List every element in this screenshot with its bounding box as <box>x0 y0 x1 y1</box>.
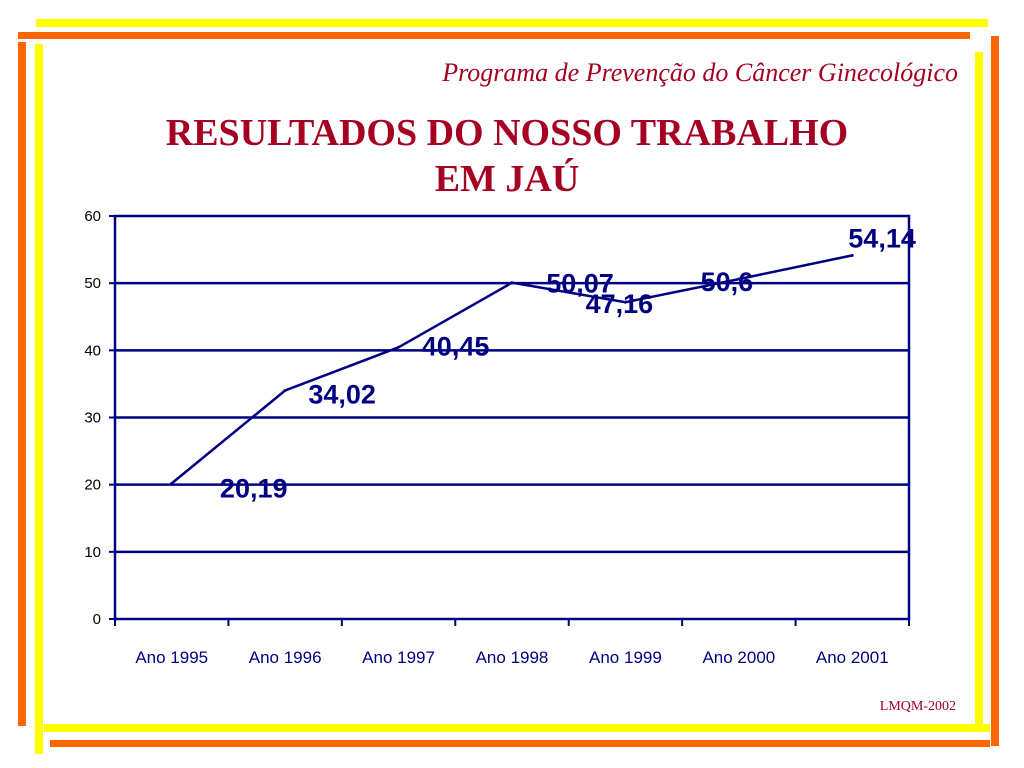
title-line-1: RESULTADOS DO NOSSO TRABALHO <box>165 112 849 154</box>
data-label: 34,02 <box>308 379 376 409</box>
x-tick-label: Ano 1996 <box>249 648 322 667</box>
series-line-group <box>170 253 854 485</box>
data-label: 54,14 <box>848 223 916 253</box>
footer-credit: LMQM-2002 <box>879 699 956 714</box>
data-point <box>850 253 854 257</box>
y-tick-label: 10 <box>84 544 101 561</box>
y-tick-label: 60 <box>84 208 101 225</box>
frame-bar-top-orange <box>18 32 970 39</box>
frame-bar-bottom-yellow <box>44 724 990 732</box>
y-tick-label: 30 <box>84 410 101 427</box>
data-point <box>170 481 174 485</box>
data-label: 50,6 <box>701 267 754 297</box>
x-tick-label: Ano 1999 <box>589 648 662 667</box>
data-point <box>623 300 627 304</box>
x-tick-label: Ano 1997 <box>362 648 435 667</box>
frame-bar-left-yellow <box>35 44 43 754</box>
x-tick-label: Ano 2001 <box>816 648 889 667</box>
x-tick-label: Ano 2000 <box>702 648 775 667</box>
frame-bar-right-yellow <box>975 52 983 728</box>
data-point <box>283 388 287 392</box>
y-tick-label: 50 <box>84 275 101 292</box>
title-line-2: EM JAÚ <box>434 158 580 200</box>
program-subtitle: Programa de Prevenção do Câncer Ginecoló… <box>442 58 958 87</box>
x-tick-label: Ano 1998 <box>476 648 549 667</box>
data-point <box>397 345 401 349</box>
frame-bar-left-orange <box>18 42 26 726</box>
frame-bar-right-orange <box>991 36 999 746</box>
data-point <box>510 281 514 285</box>
data-label: 20,19 <box>220 473 288 503</box>
data-label: 50,07 <box>546 269 614 299</box>
page-title: RESULTADOS DO NOSSO TRABALHO EM JAÚ <box>0 110 1014 202</box>
y-tick-label: 0 <box>93 611 101 628</box>
x-tick-label: Ano 1995 <box>135 648 208 667</box>
data-label: 40,45 <box>422 331 490 361</box>
y-tick-label: 40 <box>84 342 101 359</box>
y-axis-ticks: 0 10 20 30 40 50 60 <box>84 208 115 628</box>
data-label: 47,16 <box>586 289 654 319</box>
x-axis-ticks: Ano 1995 Ano 1996 Ano 1997 Ano 1998 Ano 1999… <box>114 619 910 667</box>
frame-bar-bottom-orange <box>50 740 990 747</box>
frame-bar-top-yellow <box>36 19 988 27</box>
data-point <box>737 277 741 281</box>
y-tick-label: 20 <box>84 477 101 494</box>
chart-gridlines <box>115 281 909 554</box>
